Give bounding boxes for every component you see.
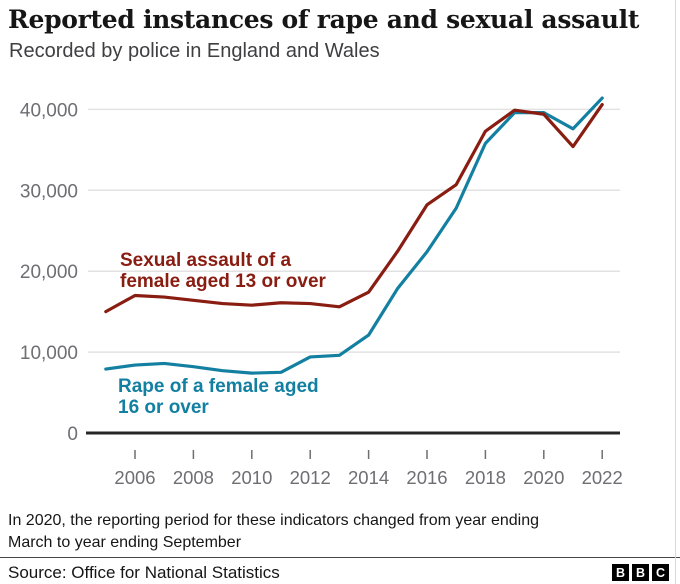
x-tick-label: 2016 <box>406 467 447 488</box>
x-tick-label: 2012 <box>290 467 331 488</box>
y-tick-label: 40,000 <box>20 100 78 121</box>
series-line-rape <box>104 96 604 375</box>
footer-divider <box>0 557 680 558</box>
y-tick-label: 10,000 <box>20 343 78 364</box>
canvas-edge-line <box>675 0 676 584</box>
series-label-rape: Rape of a female aged 16 or over <box>118 376 319 418</box>
chart-footnote: In 2020, the reporting period for these … <box>8 512 539 551</box>
bbc-logo-block: B <box>632 564 649 581</box>
y-tick-label: 20,000 <box>20 262 78 283</box>
bbc-logo-block: C <box>652 564 669 581</box>
x-tick-label: 2006 <box>114 467 155 488</box>
series-label-sexual-assault: Sexual assault of a female aged 13 or ov… <box>120 250 326 292</box>
line-chart-canvas: 0 10,000 20,000 30,000 40,000 2006 2008 2010 201… <box>20 96 623 488</box>
bbc-logo: B B C <box>612 564 669 581</box>
y-tick-label: 0 <box>67 424 78 445</box>
x-tick-label: 2014 <box>348 467 389 488</box>
source-credit: Source: Office for National Statistics <box>8 563 280 582</box>
series-line-sexual-assault <box>104 102 604 314</box>
x-tick-label: 2020 <box>523 467 564 488</box>
x-tick-label: 2018 <box>465 467 506 488</box>
bbc-logo-block: B <box>612 564 629 581</box>
x-tick-label: 2010 <box>231 467 272 488</box>
x-tick-label: 2008 <box>173 467 214 488</box>
x-tick-label: 2022 <box>582 467 623 488</box>
chart-subtitle: Recorded by police in England and Wales <box>9 40 380 62</box>
y-tick-label: 30,000 <box>20 181 78 202</box>
chart-title: Reported instances of rape and sexual as… <box>8 5 640 34</box>
